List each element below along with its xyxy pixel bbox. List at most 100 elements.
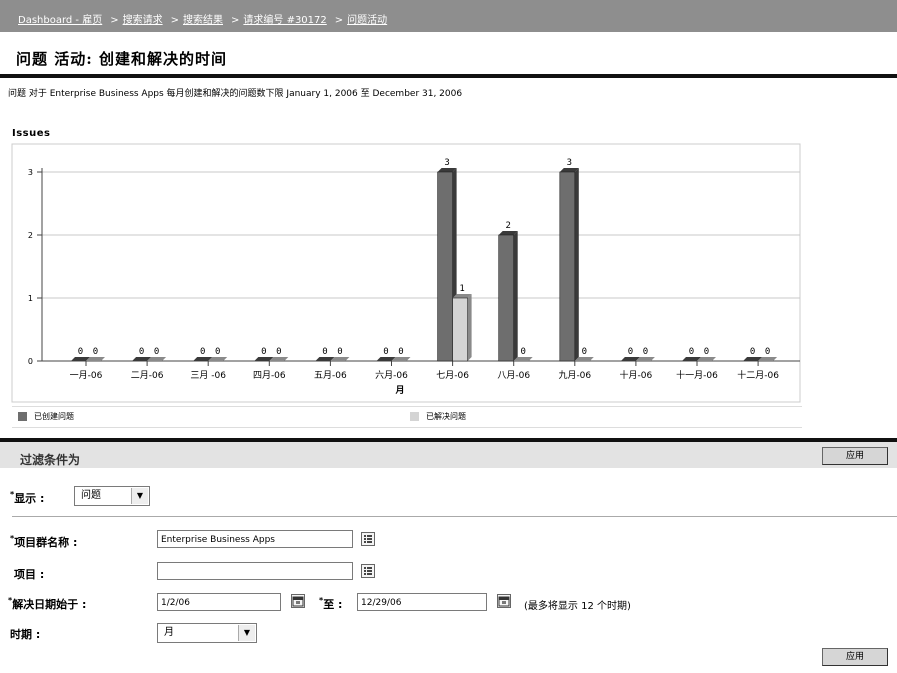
calendar-icon-graphic [498, 596, 510, 607]
data-label: 0 [78, 347, 83, 357]
bar-top [132, 357, 152, 361]
legend-swatch-resolved [410, 412, 419, 421]
project-label: 项目 : [14, 568, 45, 581]
bar-side [467, 294, 472, 361]
resolve-to-input[interactable]: 12/29/06 [357, 593, 487, 611]
list-icon [364, 535, 372, 543]
data-label: 0 [154, 347, 159, 357]
data-label: 0 [765, 347, 770, 357]
bar-top [71, 357, 90, 361]
breadcrumb-request-number[interactable]: 请求编号 #30172 [243, 15, 327, 26]
title-divider [0, 74, 897, 78]
bar-top [193, 357, 213, 361]
x-tick-label: 三月 -06 [190, 370, 226, 381]
x-tick-label: 十月-06 [620, 369, 653, 381]
period-select-value: 月 [164, 627, 174, 638]
bar-top [391, 357, 411, 361]
data-label: 0 [261, 347, 266, 357]
x-tick-label: 五月-06 [314, 370, 347, 381]
bar-top [147, 357, 167, 361]
apply-button-bottom[interactable]: 应用 [822, 648, 888, 666]
x-tick-label: 七月-06 [436, 370, 469, 381]
breadcrumb-dashboard[interactable]: Dashboard - 雇页 [18, 15, 103, 26]
page-title: 问题 活动: 创建和解决的时间 [16, 50, 227, 68]
data-label: 0 [383, 347, 388, 357]
bar-top [697, 357, 716, 361]
max-periods-note: (最多将显示 12 个时期) [524, 601, 631, 612]
bar-top [330, 357, 350, 361]
bar-top [254, 357, 274, 361]
bar-top [682, 357, 701, 361]
breadcrumb-search-requests[interactable]: 搜索请求 [122, 15, 163, 26]
x-tick-label: 十二月-06 [737, 369, 779, 381]
breadcrumb-issue-activity[interactable]: 问题活动 [347, 15, 388, 26]
filter-title: 过滤条件为 [20, 453, 81, 467]
calendar-icon[interactable] [291, 594, 305, 608]
data-label: 0 [322, 347, 327, 357]
data-label: 0 [689, 347, 694, 357]
data-label: 2 [505, 221, 510, 231]
x-axis-label: 月 [394, 385, 404, 396]
bar-top [559, 168, 579, 172]
bar [498, 234, 515, 362]
apply-button-top[interactable]: 应用 [822, 447, 888, 465]
legend-label-created: 已创建问题 [34, 412, 74, 421]
bar-top [620, 357, 640, 361]
data-label: 0 [628, 347, 633, 357]
data-label: 0 [750, 347, 755, 357]
bar-top [437, 168, 457, 172]
show-label: *显示 : [10, 490, 45, 505]
data-label: 1 [459, 284, 464, 294]
data-label: 3 [567, 158, 572, 168]
bar-top [86, 357, 105, 361]
legend-item-created: 已创建问题 [18, 411, 74, 422]
bar-top [498, 231, 518, 235]
legend-label-resolved: 已解决问题 [426, 412, 466, 421]
data-label: 0 [215, 347, 220, 357]
legend-item-resolved: 已解决问题 [410, 411, 466, 422]
x-tick-label: 一月-06 [70, 370, 103, 381]
bar-top [452, 294, 472, 298]
issues-chart: Issues 0 1 2 3 一月-06 0 0 二月-06 0 0 三月 -06 0 0 四月-06 0 0… [0, 128, 810, 428]
bar [437, 171, 453, 362]
data-label: 0 [93, 347, 98, 357]
list-picker-icon[interactable] [361, 532, 375, 546]
x-tick-label: 八月-06 [497, 370, 530, 381]
bar-top [315, 357, 335, 361]
list-icon [364, 567, 372, 575]
breadcrumb-search-results[interactable]: 搜索结果 [183, 15, 223, 26]
resolve-from-label: *解决日期始于 : [8, 596, 87, 611]
filter-separator [12, 516, 897, 517]
chevron-down-icon: ▼ [238, 625, 255, 641]
bar-top [376, 357, 396, 361]
x-tick-label: 二月-06 [131, 370, 164, 381]
period-select[interactable]: 月 ▼ [157, 623, 257, 643]
list-picker-icon-project[interactable] [361, 564, 375, 578]
chart-title: Issues [12, 128, 51, 139]
bar-top [269, 357, 289, 361]
x-tick-label: 十一月-06 [676, 369, 718, 381]
data-label: 0 [337, 347, 342, 357]
breadcrumb-bar: Dashboard - 雇页 > 搜索请求 > 搜索结果 > 请求编号 #30172 > 问题活… [0, 0, 897, 32]
data-label: 0 [643, 347, 648, 357]
legend-swatch-created [18, 412, 27, 421]
chart-legend: 已创建问题 已解决问题 [12, 406, 802, 428]
data-label: 0 [200, 347, 205, 357]
project-input[interactable] [157, 562, 353, 580]
plot-frame [11, 143, 801, 403]
show-select[interactable]: 问题 ▼ [74, 486, 150, 506]
filter-divider [0, 438, 897, 442]
project-group-input[interactable]: Enterprise Business Apps [157, 530, 353, 548]
page-description: 问题 对于 Enterprise Business Apps 每月创建和解决的问… [8, 89, 463, 99]
data-label: 3 [444, 158, 449, 168]
resolve-from-input[interactable]: 1/2/06 [157, 593, 281, 611]
data-label: 0 [520, 347, 525, 357]
calendar-icon-to[interactable] [497, 594, 511, 608]
bar-top [513, 357, 533, 361]
data-label: 0 [139, 347, 144, 357]
to-label: *至 : [319, 596, 343, 611]
bar-top [743, 357, 763, 361]
y-tick-label: 2 [28, 231, 33, 240]
data-label: 0 [704, 347, 709, 357]
